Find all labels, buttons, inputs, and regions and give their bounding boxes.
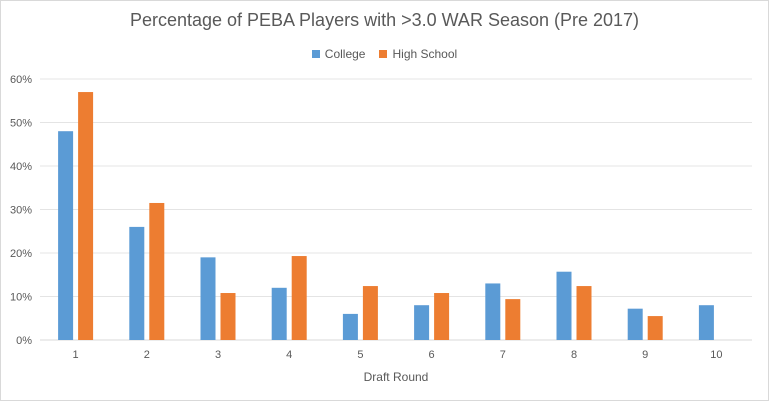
- bar-high-school: [647, 316, 663, 340]
- bar-college: [698, 305, 714, 340]
- bar-high-school: [149, 202, 165, 340]
- x-tick-label: 6: [429, 349, 435, 361]
- x-tick-label: 1: [73, 349, 79, 361]
- bar-high-school: [220, 293, 236, 340]
- bar-college: [200, 257, 216, 340]
- legend: College High School: [0, 47, 769, 61]
- bar-college: [414, 305, 430, 340]
- bar-high-school: [291, 256, 307, 340]
- x-tick-label: 7: [500, 349, 506, 361]
- y-tick-label: 30%: [10, 205, 32, 217]
- bar-college: [129, 226, 145, 340]
- bar-high-school: [78, 92, 94, 340]
- x-tick-label: 9: [642, 349, 648, 361]
- bar-college: [342, 313, 358, 340]
- legend-item-college: College: [311, 47, 366, 61]
- bar-college: [556, 271, 572, 340]
- chart-title: Percentage of PEBA Players with >3.0 WAR…: [129, 10, 640, 30]
- y-tick-label: 40%: [10, 161, 32, 173]
- bar-college: [627, 308, 643, 340]
- bar-college: [58, 131, 74, 340]
- legend-swatch-college: [311, 50, 320, 58]
- y-tick-label: 60%: [10, 74, 32, 86]
- x-tick-label: 3: [215, 349, 221, 361]
- bar-college: [271, 287, 287, 340]
- x-tick-label: 5: [357, 349, 363, 361]
- x-axis-title: Draft Round: [364, 370, 429, 384]
- legend-label-college: College: [324, 47, 366, 61]
- legend-item-high-school: High School: [379, 47, 457, 61]
- legend-swatch-high-school: [379, 50, 388, 58]
- bar-college: [485, 283, 501, 340]
- y-tick-label: 0%: [16, 335, 32, 347]
- x-tick-label: 10: [710, 349, 722, 361]
- bar-high-school: [505, 299, 521, 340]
- bar-high-school: [576, 286, 592, 340]
- x-tick-label: 2: [144, 349, 150, 361]
- y-tick-label: 50%: [10, 118, 32, 130]
- bar-high-school: [434, 293, 450, 340]
- y-tick-label: 20%: [10, 248, 32, 260]
- bar-high-school: [362, 286, 378, 340]
- x-tick-label: 4: [286, 349, 292, 361]
- x-tick-label: 8: [571, 349, 577, 361]
- y-tick-label: 10%: [10, 292, 32, 304]
- legend-label-high-school: High School: [392, 47, 458, 61]
